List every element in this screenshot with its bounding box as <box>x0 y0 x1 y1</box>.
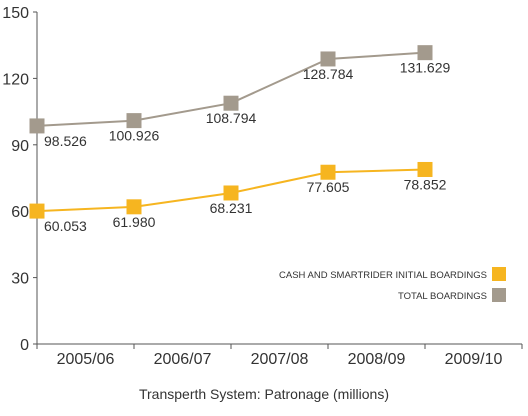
patronage-line-chart: 0 30 60 90 120 150 2005/06 2006/07 2007/08 2008/0… <box>2 5 523 368</box>
y-tick-label: 0 <box>20 337 29 354</box>
y-tick-label: 60 <box>11 204 29 221</box>
data-label: 77.605 <box>307 179 350 195</box>
legend-label: TOTAL BOARDINGS <box>398 291 487 302</box>
x-tick-label: 2008/09 <box>348 351 406 368</box>
data-point-marker <box>320 51 336 67</box>
x-tick-label: 2006/07 <box>154 351 212 368</box>
data-label: 98.526 <box>44 133 87 149</box>
y-tick-label: 150 <box>2 5 29 22</box>
data-label: 128.784 <box>303 66 354 82</box>
data-label: 60.053 <box>44 218 87 234</box>
data-label: 100.926 <box>109 128 160 144</box>
data-point-marker <box>126 199 142 215</box>
legend-swatch <box>492 288 506 302</box>
chart-title: Transperth System: Patronage (millions) <box>138 386 390 402</box>
y-tick-label: 90 <box>11 138 29 155</box>
y-tick-label: 30 <box>11 271 29 288</box>
legend-swatch <box>492 267 506 281</box>
data-point-marker <box>223 185 239 201</box>
data-label: 108.794 <box>206 110 257 126</box>
x-tick-label: 2009/10 <box>445 351 503 368</box>
data-point-marker <box>417 161 433 177</box>
legend-label: CASH AND SMARTRIDER INITIAL BOARDINGS <box>279 270 487 281</box>
data-label: 68.231 <box>210 200 253 216</box>
data-point-marker <box>223 95 239 111</box>
y-tick-label: 120 <box>2 71 29 88</box>
data-point-marker <box>417 45 433 61</box>
data-point-marker <box>29 118 45 134</box>
data-label: 78.852 <box>404 176 447 192</box>
data-point-marker <box>126 113 142 129</box>
x-tick-label: 2005/06 <box>57 351 115 368</box>
data-label: 131.629 <box>400 60 451 76</box>
data-label: 61.980 <box>113 214 156 230</box>
x-tick-label: 2007/08 <box>251 351 309 368</box>
data-point-marker <box>29 203 45 219</box>
data-point-marker <box>320 164 336 180</box>
